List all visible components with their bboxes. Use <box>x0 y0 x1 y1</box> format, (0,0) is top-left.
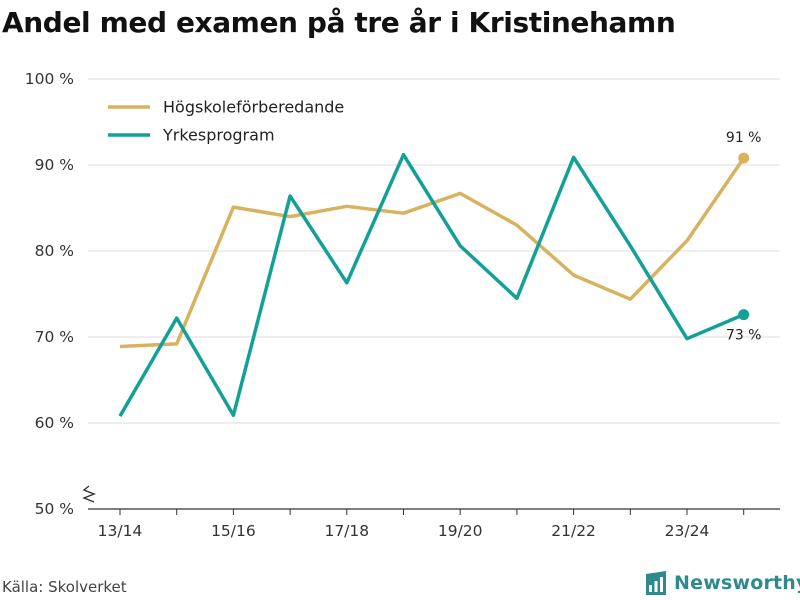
grid-lines <box>88 78 780 424</box>
series-lines <box>118 152 750 418</box>
y-tick-label: 50 % <box>35 500 74 518</box>
y-tick-label: 70 % <box>35 328 74 346</box>
brand-name: Newsworthy <box>674 572 800 594</box>
legend-label: Yrkesprogram <box>162 126 275 145</box>
y-tick-label: 80 % <box>35 242 74 260</box>
x-tick-label: 23/24 <box>665 522 710 540</box>
end-labels: 91 % 73 % <box>726 130 762 344</box>
x-tick-label: 19/20 <box>438 522 483 540</box>
legend: Högskoleförberedande Yrkesprogram <box>108 98 344 145</box>
end-value-label-1: 91 % <box>726 130 762 146</box>
x-tick-label: 15/16 <box>211 522 256 540</box>
legend-label: Högskoleförberedande <box>163 98 344 117</box>
end-value-label-2: 73 % <box>726 328 762 344</box>
series-end-point-2 <box>738 309 750 321</box>
series-line-2 <box>118 152 745 418</box>
x-tick-label: 17/18 <box>324 522 369 540</box>
bar-chart-logo-icon <box>646 571 666 595</box>
axes: 50 % 60 % 70 % 80 % 90 % 100 % 13/14 15/16 17/18… <box>25 70 780 540</box>
source-text: Källa: Skolverket <box>2 578 127 596</box>
axis-break-icon <box>82 485 96 503</box>
y-tick-label: 60 % <box>35 414 74 432</box>
y-tick-label: 90 % <box>35 156 74 174</box>
brand-logo[interactable]: Newsworthy <box>644 570 800 596</box>
series-line-1 <box>119 157 746 349</box>
y-tick-label: 100 % <box>25 70 74 88</box>
series-end-point-1 <box>738 152 750 164</box>
x-tick-label: 21/22 <box>551 522 596 540</box>
x-tick-label: 13/14 <box>98 522 143 540</box>
chart-title: Andel med examen på tre år i Kristineham… <box>2 6 676 39</box>
